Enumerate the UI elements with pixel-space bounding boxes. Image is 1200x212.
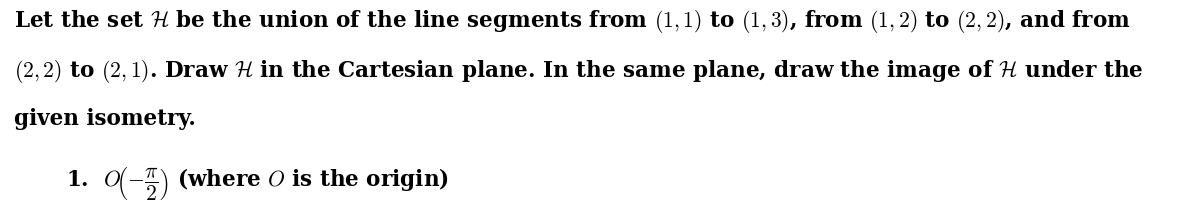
Text: $(2,2)$ to $(2,1)$. Draw $\mathcal{H}$ in the Cartesian plane. In the same plane: $(2,2)$ to $(2,1)$. Draw $\mathcal{H}$ i… — [14, 58, 1144, 85]
Text: Let the set $\mathcal{H}$ be the union of the line segments from $(1,1)$ to $(1,: Let the set $\mathcal{H}$ be the union o… — [14, 8, 1132, 35]
Text: 1.  $O\!\left(-\dfrac{\pi}{2}\right)$ (where $O$ is the origin): 1. $O\!\left(-\dfrac{\pi}{2}\right)$ (wh… — [66, 165, 449, 202]
Text: given isometry.: given isometry. — [14, 108, 197, 130]
